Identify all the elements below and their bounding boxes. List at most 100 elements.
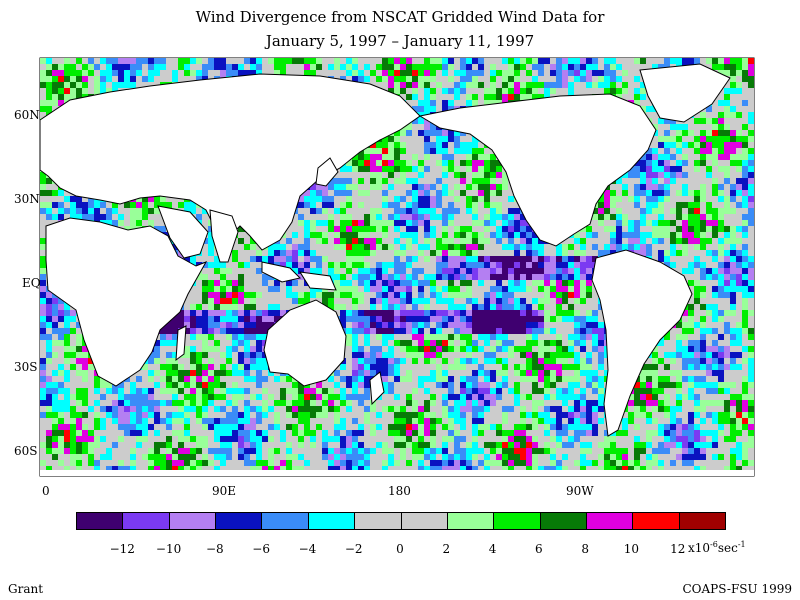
divergence-cell bbox=[514, 250, 520, 256]
divergence-cell bbox=[232, 304, 238, 310]
divergence-cell bbox=[286, 226, 292, 232]
divergence-cell bbox=[214, 268, 220, 274]
divergence-cell bbox=[130, 64, 136, 70]
divergence-cell bbox=[376, 196, 382, 202]
divergence-cell bbox=[478, 268, 484, 274]
divergence-cell bbox=[742, 280, 748, 286]
divergence-cell bbox=[370, 184, 376, 190]
divergence-cell bbox=[388, 292, 394, 298]
divergence-cell bbox=[352, 70, 358, 76]
divergence-cell bbox=[562, 268, 568, 274]
divergence-cell bbox=[448, 304, 454, 310]
divergence-cell bbox=[400, 274, 406, 280]
divergence-cell bbox=[484, 148, 490, 154]
divergence-cell bbox=[664, 262, 670, 268]
divergence-cell bbox=[736, 88, 742, 94]
divergence-cell bbox=[358, 232, 364, 238]
divergence-cell bbox=[136, 70, 142, 76]
divergence-cell bbox=[538, 280, 544, 286]
divergence-cell bbox=[442, 100, 448, 106]
divergence-cell bbox=[730, 130, 736, 136]
divergence-cell bbox=[712, 118, 718, 124]
divergence-cell bbox=[730, 88, 736, 94]
divergence-cell bbox=[742, 94, 748, 100]
divergence-cell bbox=[664, 190, 670, 196]
divergence-cell bbox=[724, 130, 730, 136]
divergence-cell bbox=[244, 70, 250, 76]
divergence-cell bbox=[706, 208, 712, 214]
divergence-cell bbox=[724, 124, 730, 130]
divergence-cell bbox=[730, 148, 736, 154]
divergence-cell bbox=[382, 64, 388, 70]
divergence-cell bbox=[502, 244, 508, 250]
divergence-cell bbox=[544, 70, 550, 76]
divergence-cell bbox=[508, 238, 514, 244]
divergence-cell bbox=[448, 250, 454, 256]
divergence-cell bbox=[742, 166, 748, 172]
divergence-cell bbox=[712, 274, 718, 280]
divergence-cell bbox=[406, 220, 412, 226]
divergence-cell bbox=[610, 190, 616, 196]
divergence-cell bbox=[454, 190, 460, 196]
divergence-cell bbox=[442, 250, 448, 256]
divergence-cell bbox=[694, 292, 700, 298]
divergence-cell bbox=[460, 304, 466, 310]
divergence-cell bbox=[466, 58, 472, 64]
divergence-cell bbox=[604, 82, 610, 88]
divergence-cell bbox=[52, 82, 58, 88]
divergence-cell bbox=[736, 154, 742, 160]
divergence-cell bbox=[556, 70, 562, 76]
divergence-cell bbox=[358, 172, 364, 178]
divergence-cell bbox=[370, 262, 376, 268]
divergence-cell bbox=[364, 298, 370, 304]
divergence-cell bbox=[298, 250, 304, 256]
divergence-cell bbox=[292, 238, 298, 244]
divergence-cell bbox=[436, 94, 442, 100]
divergence-cell bbox=[634, 184, 640, 190]
divergence-cell bbox=[322, 196, 328, 202]
divergence-cell bbox=[340, 226, 346, 232]
divergence-cell bbox=[514, 274, 520, 280]
divergence-cell bbox=[682, 190, 688, 196]
divergence-cell bbox=[364, 184, 370, 190]
divergence-cell bbox=[538, 298, 544, 304]
divergence-cell bbox=[592, 226, 598, 232]
divergence-cell bbox=[712, 136, 718, 142]
divergence-cell bbox=[304, 220, 310, 226]
divergence-cell bbox=[382, 148, 388, 154]
divergence-cell bbox=[424, 64, 430, 70]
divergence-cell bbox=[748, 196, 754, 202]
divergence-cell bbox=[376, 262, 382, 268]
divergence-cell bbox=[382, 214, 388, 220]
divergence-cell bbox=[40, 172, 46, 178]
divergence-cell bbox=[406, 226, 412, 232]
divergence-cell bbox=[238, 238, 244, 244]
divergence-cell bbox=[466, 136, 472, 142]
divergence-cell bbox=[514, 292, 520, 298]
divergence-cell bbox=[688, 256, 694, 262]
divergence-cell bbox=[406, 274, 412, 280]
divergence-cell bbox=[382, 226, 388, 232]
divergence-cell bbox=[358, 286, 364, 292]
divergence-cell bbox=[460, 262, 466, 268]
map-title-line-2: January 5, 1997 – January 11, 1997 bbox=[265, 32, 535, 50]
divergence-cell bbox=[736, 184, 742, 190]
divergence-cell bbox=[310, 58, 316, 64]
divergence-cell bbox=[280, 298, 286, 304]
divergence-cell bbox=[508, 304, 514, 310]
divergence-cell bbox=[592, 298, 598, 304]
divergence-cell bbox=[526, 298, 532, 304]
divergence-cell bbox=[436, 130, 442, 136]
divergence-cell bbox=[748, 166, 754, 172]
divergence-cell bbox=[208, 280, 214, 286]
divergence-cell bbox=[316, 256, 322, 262]
divergence-cell bbox=[430, 274, 436, 280]
divergence-cell bbox=[268, 70, 274, 76]
divergence-cell bbox=[442, 244, 448, 250]
divergence-cell bbox=[430, 172, 436, 178]
divergence-cell bbox=[724, 280, 730, 286]
divergence-cell bbox=[346, 202, 352, 208]
divergence-cell bbox=[610, 202, 616, 208]
divergence-cell bbox=[448, 298, 454, 304]
divergence-cell bbox=[616, 82, 622, 88]
